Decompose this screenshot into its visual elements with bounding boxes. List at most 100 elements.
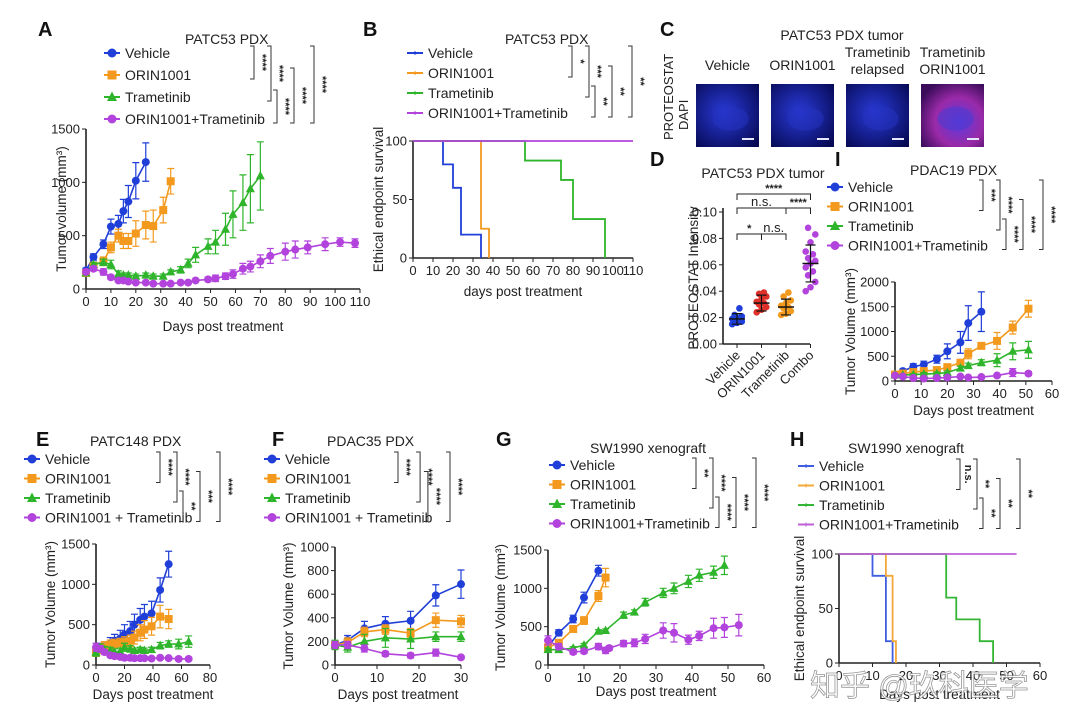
data-point [812, 257, 819, 265]
data-point-triangle [166, 266, 176, 276]
y-tick-label: 1500 [51, 122, 80, 137]
y-axis-label: Tumor Volume (mm³) [843, 268, 858, 395]
x-tick-label: 60 [174, 670, 188, 685]
significance-brackets: **************** [394, 451, 464, 522]
legend-entry: Trametinib [848, 218, 914, 234]
significance-label: **** [316, 76, 328, 94]
y-tick-label: 500 [58, 228, 80, 243]
data-point-square [140, 625, 149, 634]
x-tick-label: 20 [940, 386, 954, 401]
x-tick-label: 60 [1033, 668, 1047, 683]
data-point-circle [159, 279, 168, 288]
data-point-circle [99, 240, 108, 249]
data-point [809, 250, 817, 258]
chart-title: SW1990 xenograft [848, 440, 964, 456]
data-point-square [166, 177, 175, 186]
y-axis-label: PROTEOSTAT Intensity [686, 206, 701, 350]
significance-bracket [752, 457, 757, 528]
x-tick-label: 80 [203, 670, 217, 685]
panel-letter-d: D [650, 149, 664, 171]
significance-label: **** [790, 197, 808, 209]
data-point-square [136, 628, 145, 637]
significance-bracket [250, 45, 255, 80]
series-orin1001-trametinib [891, 368, 1033, 383]
data-point-circle [149, 279, 158, 288]
significance-label: ** [597, 97, 609, 106]
series-trametinib [413, 140, 606, 258]
x-tick-label: 100 [602, 263, 624, 278]
x-tick-label: 10 [370, 670, 384, 685]
y-tick-label: 0.00 [692, 337, 717, 352]
legend-entry: ORIN1001 [848, 199, 914, 215]
legend-entry: ORIN1001 [45, 471, 111, 487]
significance-bracket [267, 45, 272, 102]
data-point-square [956, 358, 965, 367]
legend-entry: ORIN1001 + Trametinib [285, 510, 433, 526]
significance-label: n.s. [763, 220, 784, 235]
data-point-circle [156, 585, 165, 594]
y-tick-label: 0.08 [692, 231, 717, 246]
significance-label: **** [430, 488, 442, 506]
data-point-triangle [120, 642, 129, 651]
significance-label: *** [985, 189, 997, 203]
data-point-circle [932, 374, 941, 383]
significance-label: * [747, 223, 752, 235]
significance-bracket [709, 457, 714, 509]
data-point-square [159, 206, 168, 215]
data-point-square [156, 612, 165, 621]
data-point-triangle [709, 567, 719, 576]
significance-brackets: ****************** [692, 457, 770, 528]
x-tick-label: 90 [303, 294, 317, 309]
significance-bracket [979, 179, 984, 211]
data-point-triangle [147, 644, 157, 654]
data-point-square [267, 474, 277, 483]
significance-brackets: **** **** **** **** **** [250, 45, 328, 124]
legend-entry: Trametinib [819, 497, 885, 513]
y-tick-label: 0 [83, 658, 90, 673]
survival-curve [839, 553, 894, 663]
data-point-square [431, 616, 440, 625]
data-point-triangle [174, 639, 184, 648]
data-point-square [110, 640, 119, 649]
series-line [334, 619, 462, 646]
data-point-circle [336, 238, 345, 247]
data-point-triangle [106, 259, 116, 268]
data-point-circle [594, 566, 603, 575]
data-point-square [977, 341, 986, 350]
data-point-triangle [176, 264, 186, 274]
x-tick-label: 50 [721, 670, 735, 685]
x-tick-label: 50 [1019, 386, 1033, 401]
significance-label: **** [1025, 216, 1037, 234]
y-tick-label: 200 [307, 634, 329, 649]
x-tick-label: 100 [324, 294, 346, 309]
significance-bracket [732, 477, 737, 528]
x-tick-label: 40 [685, 670, 699, 685]
data-point-circle [107, 114, 117, 124]
data-point-circle [932, 355, 941, 364]
data-point-triangle [184, 636, 194, 646]
x-tick-label: 110 [350, 294, 371, 309]
data-point-circle [580, 647, 588, 656]
significance-bracket [179, 490, 184, 522]
data-point-square [114, 231, 123, 240]
significance-bracket [416, 451, 421, 503]
survival-curve [413, 140, 482, 258]
axes: 0 10 20 30 40 50 60 0 500 1000 1500 Days post treat… [493, 543, 771, 700]
data-point-circle [457, 653, 465, 662]
y-tick-label: 0 [826, 656, 833, 671]
significance-label: n.s. [962, 465, 974, 484]
legend-entry: Vehicle [285, 451, 330, 467]
data-point-circle [659, 626, 668, 635]
data-point-triangle [579, 640, 589, 649]
x-tick-label: 60 [526, 263, 540, 278]
x-tick-label: 70 [546, 263, 560, 278]
legend-entry: Vehicle [570, 457, 615, 473]
group-combo [802, 224, 819, 295]
data-point-circle [580, 593, 588, 602]
data-point-triangle [694, 570, 704, 579]
data-point-triangle [619, 610, 629, 619]
y-tick-label: 600 [307, 587, 329, 602]
x-tick-label: 0 [409, 263, 416, 278]
data-point-circle [830, 241, 840, 250]
